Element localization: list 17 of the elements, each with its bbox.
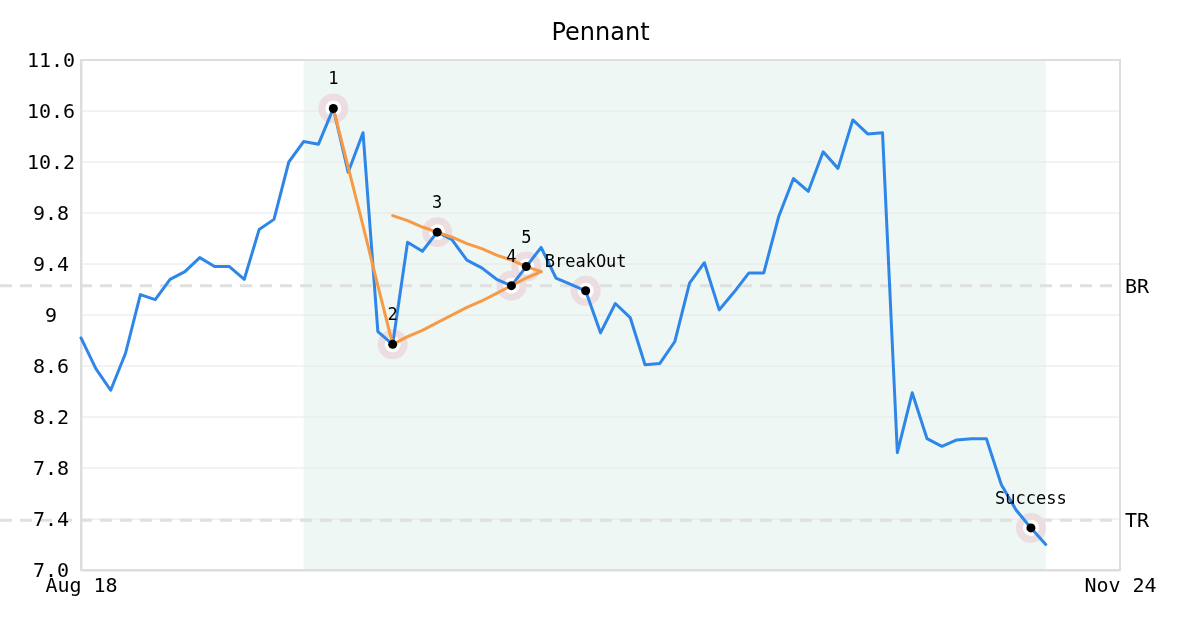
ref-line-label: BR bbox=[1125, 273, 1151, 298]
annotation: 5 bbox=[521, 226, 532, 247]
y-tick-label: 10.6 bbox=[26, 98, 76, 123]
ref-line-label: TR bbox=[1125, 508, 1151, 533]
x-tick-label: Nov 24 bbox=[1084, 573, 1157, 598]
y-tick-label: 9 bbox=[44, 302, 58, 327]
y-tick-label: 7.8 bbox=[32, 455, 70, 480]
y-tick-label: 9.4 bbox=[32, 251, 70, 276]
y-tick-label: 11.0 bbox=[26, 47, 76, 72]
y-tick-label: 10.2 bbox=[26, 149, 76, 174]
y-tick-label: 8.6 bbox=[32, 353, 70, 378]
annotation: 1 bbox=[328, 68, 339, 89]
chart-title: Pennant bbox=[551, 18, 650, 46]
y-tick-label: 7.4 bbox=[32, 506, 70, 531]
y-tick-label: 9.8 bbox=[32, 200, 70, 225]
annotation: 3 bbox=[432, 192, 443, 213]
y-tick-label: 8.2 bbox=[32, 404, 70, 429]
